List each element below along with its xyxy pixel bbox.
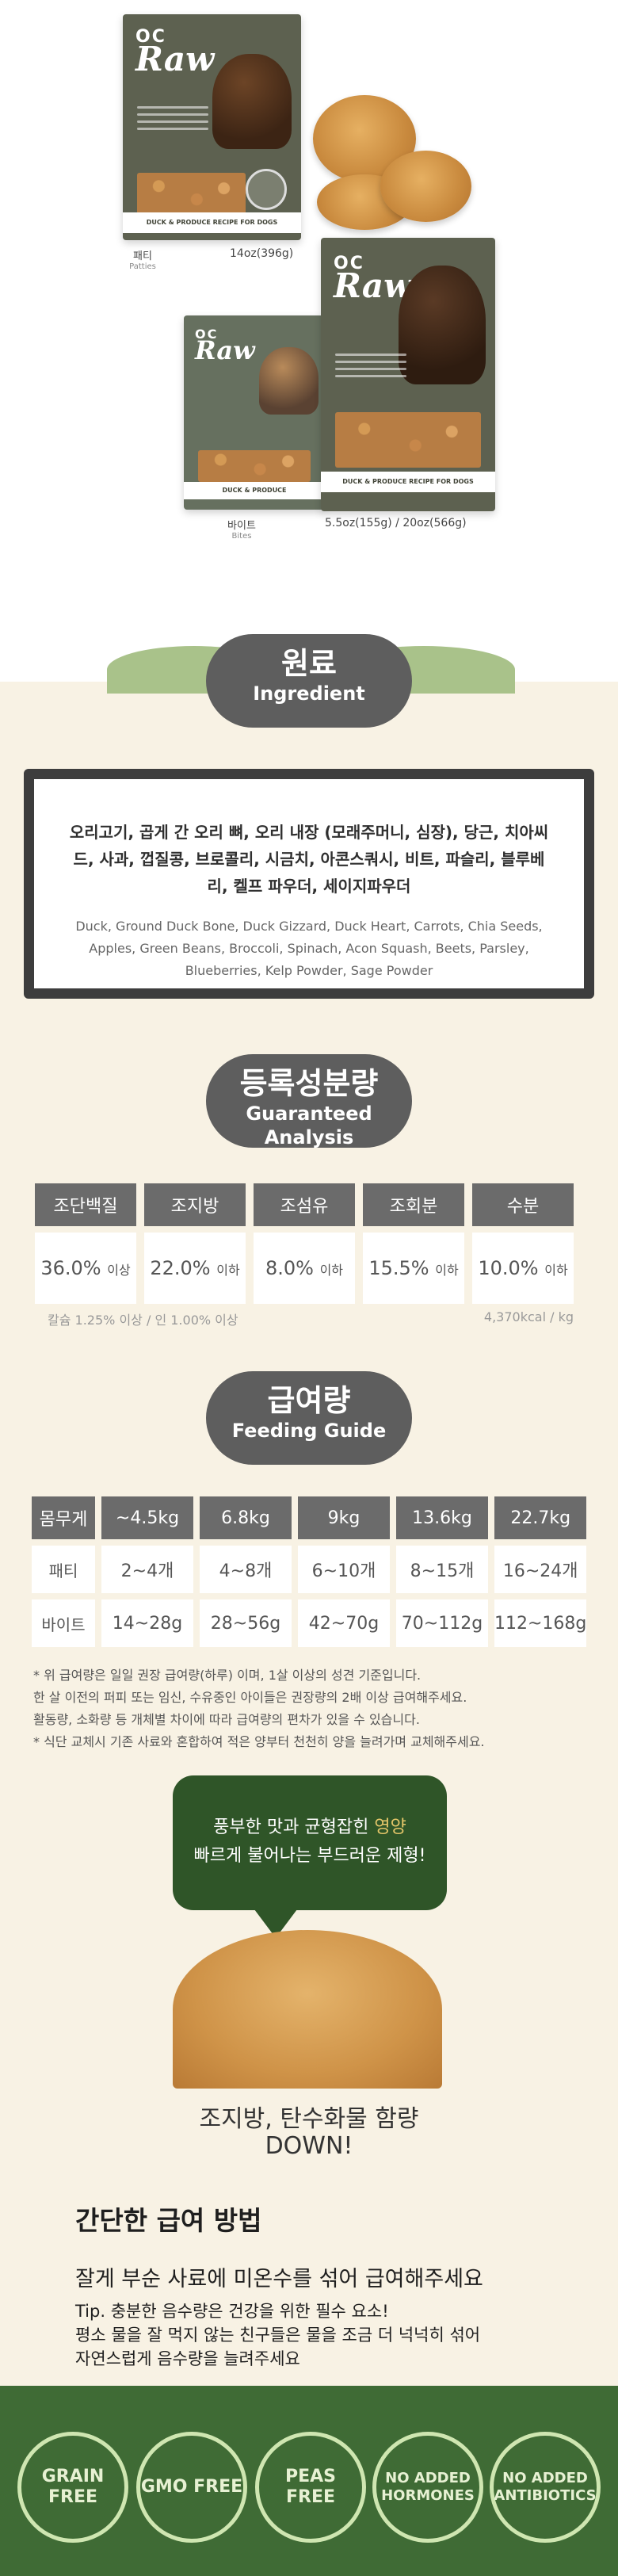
ingredient-list-ko: 오리고기, 곱게 간 오리 뼈, 오리 내장 (모래주머니, 심장), 당근, … <box>69 823 549 896</box>
patty-closeup-image <box>173 1930 442 2089</box>
feeding-cell: 16~24개 <box>494 1546 587 1593</box>
analysis-value: 10.0% 이하 <box>472 1233 574 1304</box>
patties-bag-image: OC Raw DUCK & PRODUCE RECIPE FOR DOGS <box>123 14 301 240</box>
brand-logo: OC Raw <box>195 327 255 365</box>
brand-logo: OC Raw <box>334 254 413 305</box>
feeding-cell: 2~4개 <box>101 1546 193 1593</box>
analysis-header: 수분 <box>472 1183 574 1226</box>
ingredient-list-en: Duck, Ground Duck Bone, Duck Gizzard, Du… <box>75 919 543 978</box>
feeding-header: 6.8kg <box>200 1496 292 1539</box>
feeding-method-title: 간단한 급여 방법 <box>75 2205 262 2236</box>
brand-logo: OC Raw <box>135 27 215 78</box>
analysis-table: 조단백질 조지방 조섬유 조회분 수분 36.0% 이상 22.0% 이하 8.… <box>27 1177 582 1310</box>
product-images-section: OC Raw DUCK & PRODUCE RECIPE FOR DOGS 패티 P… <box>0 0 618 650</box>
bites-size: 5.5oz(155g) / 20oz(566g) <box>325 517 467 529</box>
feeding-header: 몸무게 <box>32 1496 95 1539</box>
feeding-cell: 70~112g <box>396 1599 488 1647</box>
gmo-free-badge: GMO FREE <box>136 2432 247 2543</box>
feeding-method: 간단한 급여 방법 잘게 부순 사료에 미온수를 섞어 급여해주세요 Tip. … <box>75 2200 582 2414</box>
patty-window <box>137 173 246 217</box>
feeding-row-label: 패티 <box>32 1546 95 1593</box>
feeding-cell: 112~168g <box>494 1599 587 1647</box>
patties-label: 패티 Patties <box>129 250 156 271</box>
no-hormones-badge: NO ADDED HORMONES <box>372 2432 483 2543</box>
feeding-cell: 42~70g <box>298 1599 390 1647</box>
bites-label: 바이트 Bites <box>227 520 256 541</box>
calorie-note: 4,370kcal / kg <box>483 1309 574 1324</box>
ingredient-heading: 원료 Ingredient <box>206 634 412 728</box>
peas-free-badge: PEAS FREE <box>255 2432 366 2543</box>
feeding-table: 몸무게 ~4.5kg 6.8kg 9kg 13.6kg 22.7kg 패티 2~… <box>25 1490 593 1653</box>
bites-large-bag-image: OC Raw DUCK & PRODUCE RECIPE FOR DOGS <box>321 238 495 511</box>
analysis-value: 8.0% 이하 <box>254 1233 355 1304</box>
low-fat-down: DOWN! <box>265 2132 353 2160</box>
feeding-cell: 4~8개 <box>200 1546 292 1593</box>
feeding-notes: * 위 급여량은 일일 권장 급여량(하루) 이며, 1살 이상의 성견 기준입… <box>33 1668 485 1749</box>
feeding-header: 22.7kg <box>494 1496 587 1539</box>
patty-photo <box>380 151 471 222</box>
dog-photo <box>212 54 292 149</box>
feeding-row-label: 바이트 <box>32 1599 95 1647</box>
dog-photo <box>399 266 486 384</box>
feeding-cell: 6~10개 <box>298 1546 390 1593</box>
feeding-header: 13.6kg <box>396 1496 488 1539</box>
bites-small-bag-image: OC Raw DUCK & PRODUCE <box>184 315 325 510</box>
feeding-cell: 8~15개 <box>396 1546 488 1593</box>
no-antibiotics-badge: NO ADDED ANTIBIOTICS <box>490 2432 601 2543</box>
analysis-header: 조지방 <box>144 1183 246 1226</box>
mineral-note: 칼슘 1.25% 이상 / 인 1.00% 이상 <box>48 1313 238 1328</box>
dog-photo <box>259 347 319 415</box>
analysis-value: 15.5% 이하 <box>363 1233 464 1304</box>
feeding-heading: 급여량 Feeding Guide <box>206 1371 412 1465</box>
analysis-value: 22.0% 이하 <box>144 1233 246 1304</box>
low-fat-caption: 조지방, 탄수화물 함량 <box>199 2105 419 2133</box>
analysis-header: 조회분 <box>363 1183 464 1226</box>
feeding-header: ~4.5kg <box>101 1496 193 1539</box>
analysis-value: 36.0% 이상 <box>35 1233 136 1304</box>
texture-speech-bubble: 풍부한 맛과 균형잡힌 영양 빠르게 불어나는 부드러운 제형! <box>173 1775 447 1910</box>
feeding-header: 9kg <box>298 1496 390 1539</box>
feeding-method-step: 잘게 부순 사료에 미온수를 섞어 급여해주세요 <box>75 2267 483 2291</box>
feeding-method-tip: Tip. 충분한 음수량은 건강을 위한 필수 요소! 평소 물을 잘 먹지 않… <box>75 2302 481 2368</box>
analysis-header: 조단백질 <box>35 1183 136 1226</box>
patties-size: 14oz(396g) <box>230 247 294 260</box>
feeding-cell: 28~56g <box>200 1599 292 1647</box>
ingredient-board: 오리고기, 곱게 간 오리 뼈, 오리 내장 (모래주머니, 심장), 당근, … <box>24 769 594 999</box>
analysis-heading: 등록성분량 Guaranteed Analysis <box>206 1054 412 1148</box>
feeding-cell: 14~28g <box>101 1599 193 1647</box>
analysis-header: 조섬유 <box>254 1183 355 1226</box>
grain-free-badge: GRAIN FREE <box>17 2432 128 2543</box>
